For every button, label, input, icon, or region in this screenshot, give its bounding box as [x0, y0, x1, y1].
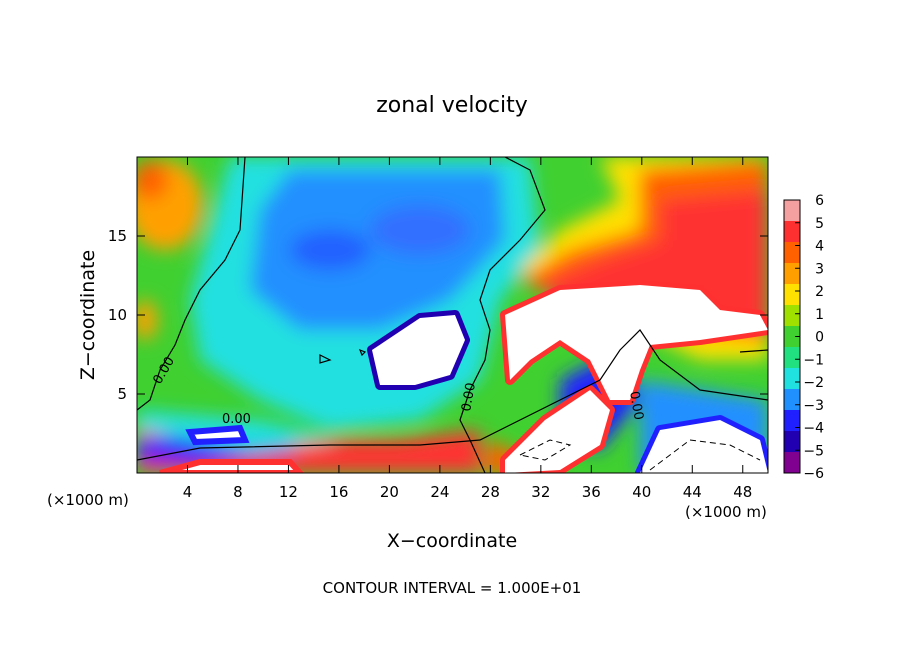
- colorbar-tick-label: 0: [815, 330, 824, 346]
- x-tick-label: 36: [582, 483, 601, 501]
- chart-title: zonal velocity: [376, 93, 528, 118]
- x-tick-label: 44: [683, 483, 702, 501]
- x-tick-label: 12: [279, 483, 298, 501]
- colorbar-swatch: [784, 347, 800, 369]
- colorbar: 6 5 4 3 2 1 0 −1 −2 −3 −4 −5 −6: [783, 193, 824, 482]
- colorbar-tick-label: 6: [815, 193, 824, 209]
- x-tick-label: 32: [531, 483, 550, 501]
- y-tick-label: 5: [117, 385, 127, 403]
- colorbar-swatch: [784, 200, 800, 222]
- colorbar-tick-label: −2: [803, 375, 824, 391]
- x-axis-label: X−coordinate: [387, 530, 517, 552]
- x-unit-left: (×1000 m): [47, 491, 129, 509]
- colorbar-tick-label: −4: [803, 421, 824, 437]
- colorbar-swatch: [784, 410, 800, 432]
- colorbar-swatch: [784, 431, 800, 453]
- colorbar-tick-label: 2: [815, 284, 824, 300]
- x-unit-right: (×1000 m): [685, 503, 767, 521]
- x-tick-label: 4: [183, 483, 193, 501]
- x-tick-label: 24: [430, 483, 449, 501]
- colorbar-tick-label: 5: [815, 216, 824, 232]
- colorbar-swatch: [784, 284, 800, 306]
- x-tick-label: 28: [481, 483, 500, 501]
- colorbar-swatch: [784, 326, 800, 348]
- colorbar-swatch: [784, 263, 800, 285]
- x-tick-label: 20: [380, 483, 399, 501]
- colorbar-swatch: [784, 221, 800, 243]
- colorbar-swatch: [784, 305, 800, 327]
- colorbar-tick-label: −5: [803, 443, 824, 459]
- y-axis: 5 10 15: [108, 227, 768, 403]
- colorbar-tick-label: 1: [815, 307, 824, 323]
- plot-area: [137, 157, 768, 473]
- colorbar-tick-label: −1: [803, 352, 824, 368]
- colorbar-tick-label: 4: [815, 239, 824, 255]
- colorbar-tick-label: 3: [815, 261, 824, 277]
- y-axis-label: Z−coordinate: [77, 250, 99, 380]
- y-tick-label: 15: [108, 227, 127, 245]
- x-tick-label: 40: [632, 483, 651, 501]
- contour-interval-note: CONTOUR INTERVAL = 1.000E+01: [323, 579, 582, 597]
- colorbar-tick-label: −6: [803, 466, 824, 482]
- colorbar-tick-label: −3: [803, 398, 824, 414]
- y-tick-label: 10: [108, 306, 127, 324]
- contour-label: 0.00: [222, 412, 251, 427]
- x-axis: 4 8 12 16 20 24 28 32 36 40 44 48: [183, 157, 752, 501]
- contour-label: 0.00: [459, 382, 479, 413]
- colorbar-swatch: [784, 452, 800, 474]
- colorbar-swatch: [784, 242, 800, 264]
- colorbar-swatch: [784, 389, 800, 411]
- x-tick-label: 48: [733, 483, 752, 501]
- x-tick-label: 16: [329, 483, 348, 501]
- colorbar-swatch: [784, 368, 800, 390]
- x-tick-label: 8: [233, 483, 243, 501]
- contour-label: 0.00: [626, 390, 646, 421]
